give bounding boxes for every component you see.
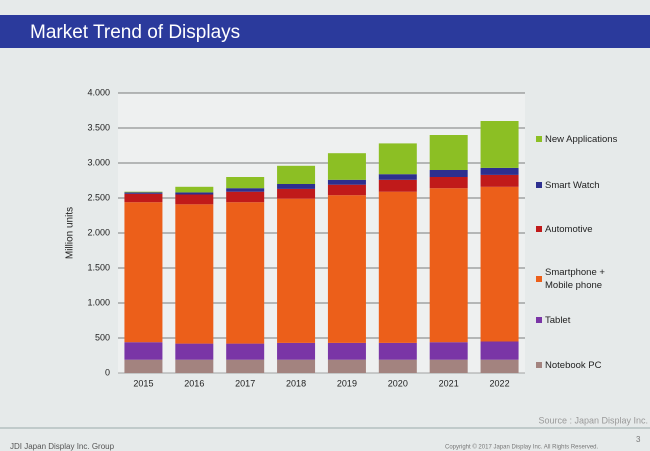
legend-swatch (536, 317, 542, 323)
bar-segment (429, 342, 468, 360)
x-tick-label: 2018 (286, 378, 306, 388)
y-tick-label: 1.500 (87, 262, 110, 272)
y-tick-label: 4.000 (87, 87, 110, 97)
bar-segment (277, 165, 316, 184)
legend-label: Smartphone + Mobile phone (545, 267, 605, 291)
y-tick-label: 2.500 (87, 192, 110, 202)
bar-segment (277, 359, 316, 373)
legend-swatch (536, 182, 542, 188)
legend-swatch (536, 362, 542, 368)
x-tick-label: 2022 (490, 378, 510, 388)
legend-swatch (536, 276, 542, 282)
y-tick-label: 500 (95, 332, 110, 342)
bar-segment (175, 204, 214, 344)
legend-label: Smart Watch (545, 179, 600, 191)
y-tick-label: 3.000 (87, 157, 110, 167)
bar-segment (175, 343, 214, 360)
bar-segment (277, 198, 316, 343)
bar-segment (480, 186, 519, 342)
bar-segment (226, 202, 265, 344)
bar-segment (226, 359, 265, 373)
legend-label: Notebook PC (545, 359, 602, 371)
y-tick-label: 1.000 (87, 297, 110, 307)
legend-swatch (536, 136, 542, 142)
bar-segment (480, 121, 519, 168)
y-axis-label: Million units (65, 207, 76, 259)
bar-segment (327, 342, 366, 360)
bar-segment (175, 359, 214, 373)
bar-segment (327, 153, 366, 180)
bar-segment (327, 359, 366, 373)
bar-segment (226, 177, 265, 189)
bar-segment (429, 359, 468, 373)
y-tick-label: 3.500 (87, 122, 110, 132)
bar-segment (175, 186, 214, 193)
legend-label: Tablet (545, 314, 571, 326)
legend-swatch (536, 226, 542, 232)
page-number: 3 (636, 435, 641, 444)
bar-segment (124, 359, 163, 373)
bar-segment (378, 174, 417, 180)
bar-segment (480, 167, 519, 175)
bar-segment (429, 188, 468, 343)
bar-segment (429, 135, 468, 170)
x-tick-label: 2021 (439, 378, 459, 388)
footer-left: JDI Japan Display Inc. Group (10, 442, 115, 451)
bar-segment (124, 193, 163, 203)
bar-segment (226, 188, 265, 192)
x-tick-label: 2016 (184, 378, 204, 388)
bar-segment (378, 143, 417, 175)
y-tick-label: 0 (105, 367, 110, 377)
x-tick-label: 2017 (235, 378, 255, 388)
bar-segment (378, 359, 417, 373)
bar-segment (480, 341, 519, 360)
bar-segment (378, 179, 417, 192)
bar-segment (124, 192, 163, 194)
source: Source : Japan Display Inc. (538, 415, 648, 425)
bar-segment (226, 191, 265, 203)
bar-segment (277, 184, 316, 189)
bar-segment (429, 170, 468, 177)
y-tick-label: 2.000 (87, 227, 110, 237)
footer-right: Copyright © 2017 Japan Display Inc. All … (445, 444, 598, 451)
bar-segment (175, 194, 214, 205)
bar-segment (226, 343, 265, 360)
bar-segment (480, 359, 519, 373)
legend-label: Automotive (545, 223, 593, 235)
bar-segment (327, 195, 366, 343)
chart-title: Market Trend of Displays (30, 22, 240, 43)
bar-segment (480, 174, 519, 187)
x-tick-label: 2019 (337, 378, 357, 388)
bar-segment (175, 192, 214, 195)
bar-segment (277, 342, 316, 360)
bar-segment (378, 342, 417, 360)
bar-segment (327, 184, 366, 196)
x-tick-label: 2020 (388, 378, 408, 388)
bar-segment (124, 342, 163, 360)
bar-segment (429, 177, 468, 189)
bar-segment (124, 202, 163, 343)
legend-label: New Applications (545, 133, 618, 145)
bar-segment (378, 191, 417, 343)
bar-segment (327, 179, 366, 185)
x-tick-label: 2015 (133, 378, 153, 388)
bar-segment (277, 188, 316, 199)
bar-segment (124, 191, 163, 193)
title-band (0, 15, 650, 48)
